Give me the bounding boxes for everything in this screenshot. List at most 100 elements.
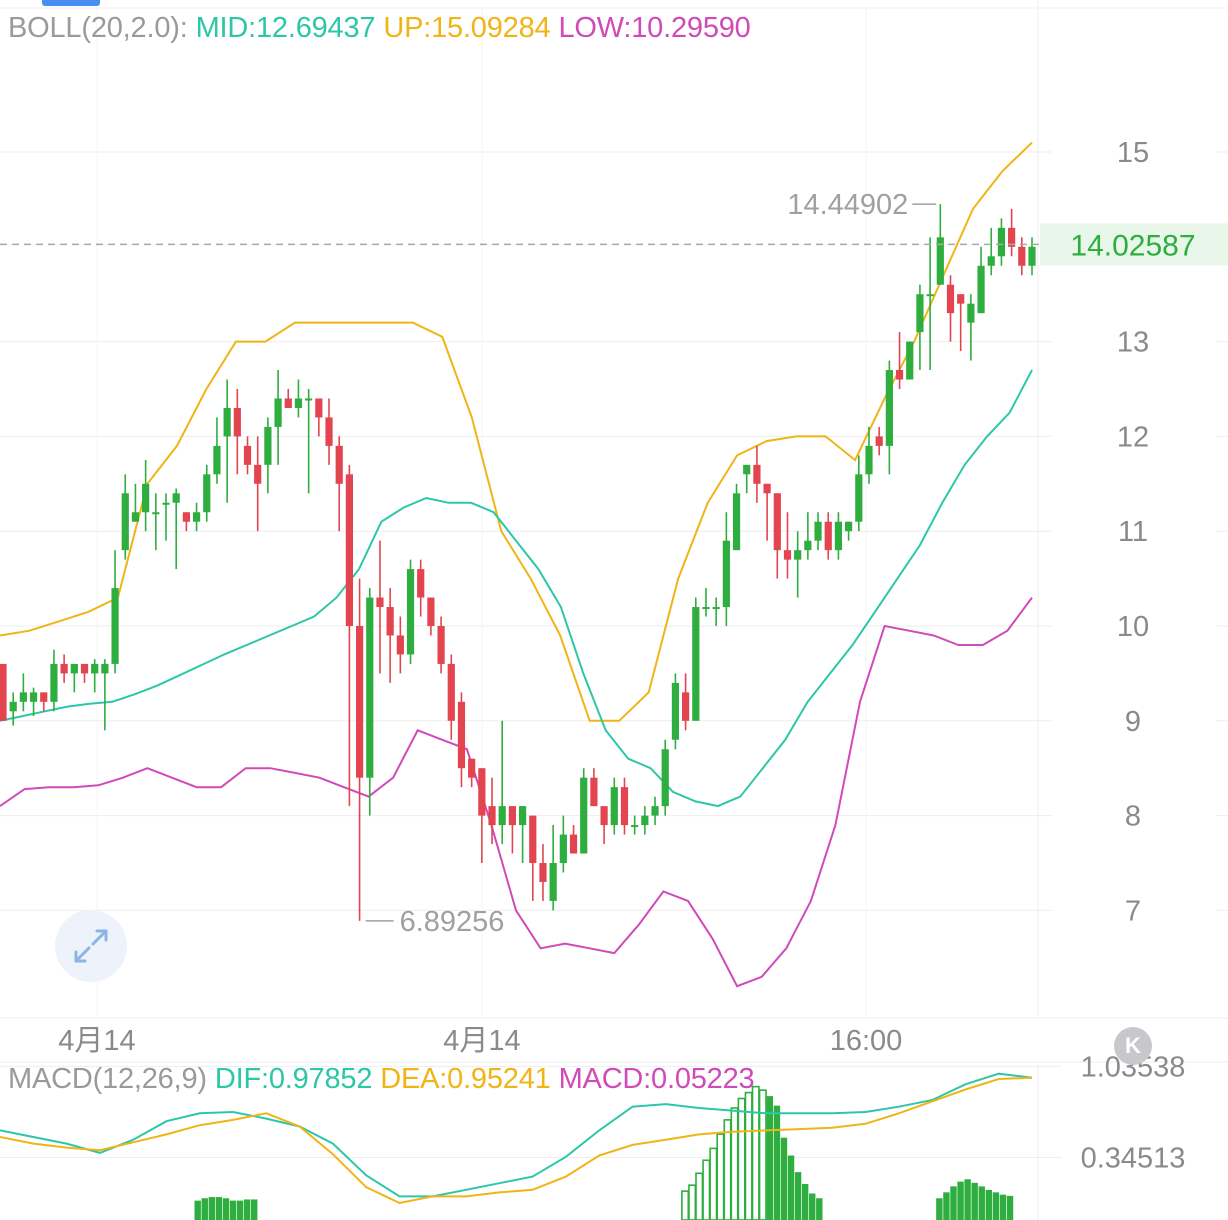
candle <box>518 806 527 863</box>
candle <box>957 294 965 352</box>
candle <box>641 806 649 835</box>
candle-body <box>468 758 476 778</box>
macd-histogram-bar <box>957 1181 964 1220</box>
macd-histogram-bar <box>809 1193 816 1220</box>
candle <box>60 654 68 683</box>
candle <box>600 806 608 845</box>
candle-body <box>91 663 99 674</box>
candle <box>376 540 384 674</box>
candle-body <box>1028 246 1036 266</box>
candle-body <box>172 493 180 503</box>
candle-body <box>264 426 272 465</box>
macd-histogram-bar <box>716 1133 725 1220</box>
candle-body <box>19 692 27 702</box>
candle-body <box>987 256 995 266</box>
candle <box>732 483 741 551</box>
candle-body <box>834 521 843 551</box>
candle-body <box>182 512 190 522</box>
price-axis-label: 8 <box>1125 801 1141 833</box>
candle-body <box>926 294 934 297</box>
candle-body <box>682 692 690 721</box>
candle-body <box>223 407 231 437</box>
candle-body <box>997 227 1006 257</box>
candle-body <box>936 237 944 285</box>
macd-histogram-bar <box>730 1107 739 1220</box>
candle-body <box>355 626 364 778</box>
candle <box>50 649 58 712</box>
candle <box>743 464 751 494</box>
candle <box>1008 208 1016 257</box>
candle-body <box>437 626 445 664</box>
macd-histogram-bar <box>780 1137 788 1220</box>
candle <box>213 417 221 484</box>
candle <box>997 218 1006 266</box>
candle-body <box>29 692 38 702</box>
candle-body <box>498 806 506 826</box>
candle-body <box>111 588 119 664</box>
candle-body <box>366 597 374 778</box>
candle <box>468 758 476 788</box>
macd-macd-value: MACD:0.05223 <box>558 1063 755 1095</box>
macd-histogram-bar <box>964 1179 971 1220</box>
candle-body <box>580 777 588 854</box>
candle <box>9 692 17 726</box>
candle-body <box>977 265 985 314</box>
price-axis-label: 10 <box>1117 611 1149 643</box>
candle <box>182 512 190 532</box>
candle-body <box>427 597 435 626</box>
candle <box>977 246 985 314</box>
candle-body <box>203 474 211 513</box>
candle <box>967 294 975 361</box>
candle <box>763 483 771 541</box>
candle-body <box>457 701 466 769</box>
candle <box>671 673 680 750</box>
boll-name: BOLL(20,2.0): <box>8 12 188 44</box>
candle-body <box>60 663 68 674</box>
candle-body <box>80 663 89 674</box>
candle <box>305 389 313 494</box>
candle-body <box>895 370 904 380</box>
candle-body <box>396 635 404 655</box>
macd-histogram-bar <box>251 1199 258 1220</box>
upper-band-line <box>0 141 1033 722</box>
price-axis-label: 13 <box>1117 327 1149 359</box>
candle <box>824 512 832 560</box>
candlesticks <box>0 204 1036 921</box>
macd-histogram-bar <box>1006 1195 1014 1220</box>
expand-button[interactable] <box>55 910 127 982</box>
candle <box>254 436 262 532</box>
candle-body <box>631 825 639 828</box>
boll-mid-value: MID:12.69437 <box>195 12 376 44</box>
candle <box>40 692 48 712</box>
candle <box>355 578 364 921</box>
macd-histogram-bar <box>971 1182 978 1220</box>
candle-body <box>50 663 58 702</box>
candle <box>651 796 659 826</box>
price-axis-label: 7 <box>1125 895 1141 927</box>
boll-up-value: UP:15.09284 <box>383 12 551 44</box>
macd-dif-value: DIF:0.97852 <box>214 1063 373 1095</box>
candle-body <box>743 464 751 475</box>
boll-low-value: LOW:10.29590 <box>558 12 751 44</box>
macd-histogram-bar <box>222 1198 230 1220</box>
candle <box>366 588 374 816</box>
candle <box>753 445 761 503</box>
candle <box>396 616 404 674</box>
candle <box>142 460 150 532</box>
candle-body <box>845 521 853 532</box>
candle-body <box>783 550 792 560</box>
candle <box>539 844 547 901</box>
active-tab-indicator <box>42 0 100 6</box>
candle <box>427 597 435 636</box>
candle <box>91 659 99 693</box>
candle <box>529 815 537 901</box>
candle <box>590 768 598 807</box>
k-toggle-button[interactable]: K <box>1114 1027 1152 1065</box>
candle-body <box>325 417 333 446</box>
candle <box>855 455 863 532</box>
candle <box>0 663 7 721</box>
candle-body <box>376 597 384 608</box>
candle-body <box>162 502 170 505</box>
